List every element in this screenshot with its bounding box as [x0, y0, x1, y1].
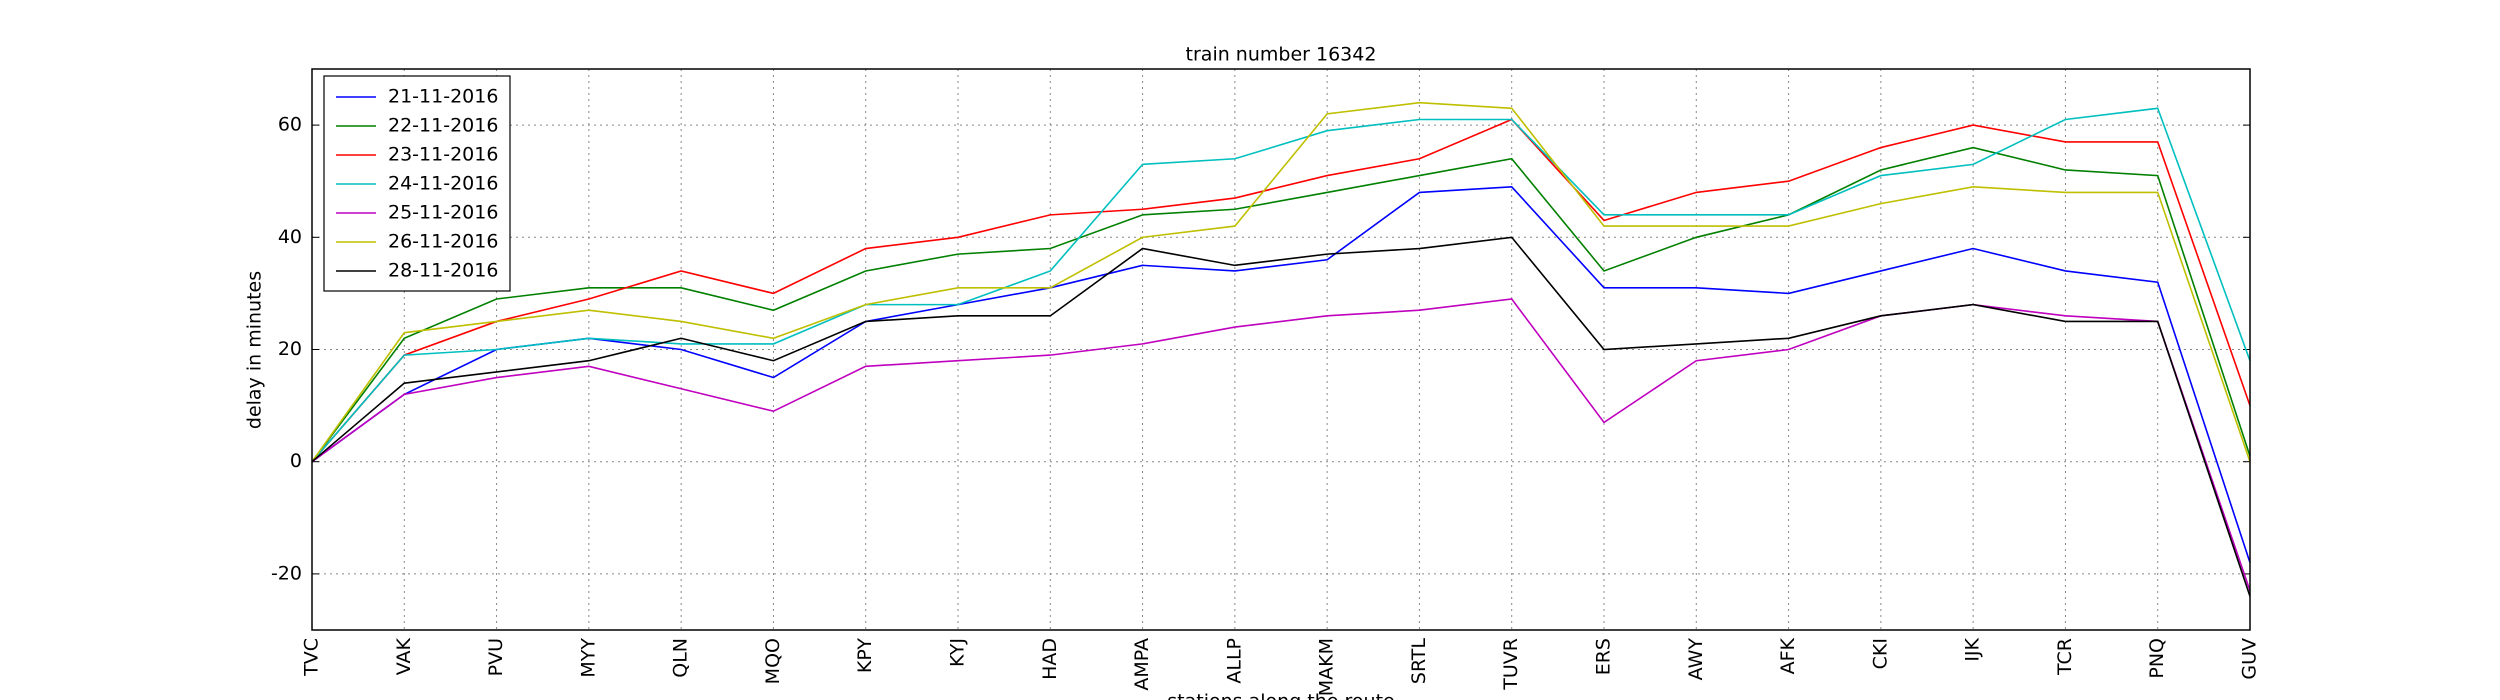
data-line [311, 118, 2251, 463]
data-line [311, 236, 2251, 597]
x-tick-label: CKI [1869, 638, 1891, 669]
x-tick-label: TCR [2054, 638, 2076, 676]
x-tick-label: AMPA [1131, 638, 1153, 691]
legend-label: 24-11-2016 [388, 173, 498, 195]
x-tick-label: AWY [1685, 638, 1707, 681]
x-tick-label: HAD [1039, 638, 1061, 680]
plot-frame [311, 68, 2251, 631]
chart-title: train number 16342 [1186, 44, 1377, 66]
data-line [311, 101, 2251, 463]
legend-label: 23-11-2016 [388, 144, 498, 166]
x-tick-label: MQO [762, 638, 784, 684]
legend-label: 21-11-2016 [388, 86, 498, 108]
y-tick-label: 60 [278, 114, 302, 136]
y-tick-label: 0 [290, 450, 302, 472]
y-axis-label: delay in minutes [244, 271, 266, 429]
x-tick-label: ALLP [1223, 638, 1245, 684]
x-tick-label: ERS [1593, 638, 1615, 675]
y-tick-label: -20 [271, 562, 302, 584]
x-tick-label: PNQ [2146, 638, 2168, 679]
x-tick-label: VAK [393, 637, 415, 675]
legend-label: 26-11-2016 [388, 231, 498, 253]
x-tick-label: KYJ [947, 638, 969, 667]
x-tick-label: KPY [854, 638, 876, 673]
x-tick-label: AFK [1777, 637, 1799, 674]
data-line [311, 185, 2251, 563]
data-line [311, 107, 2251, 463]
x-tick-label: TVC [301, 638, 323, 677]
legend-label: 25-11-2016 [388, 202, 498, 224]
x-tick-label: MYY [577, 638, 599, 678]
x-tick-label: GUV [2239, 638, 2261, 680]
y-tick-label: 20 [278, 338, 302, 360]
y-tick-label: 40 [278, 226, 302, 248]
x-axis-label: stations along the route [1167, 691, 1394, 700]
x-tick-label: TUVR [1500, 638, 1522, 691]
x-tick-label: IJK [1962, 637, 1984, 661]
data-line [311, 298, 2251, 591]
data-line [311, 146, 2251, 463]
x-tick-label: SRTL [1408, 638, 1430, 684]
x-tick-label: QLN [670, 638, 692, 678]
x-tick-label: PVU [485, 638, 507, 676]
legend-label: 28-11-2016 [388, 260, 498, 282]
legend-label: 22-11-2016 [388, 115, 498, 137]
x-tick-label: MAKM [1316, 638, 1338, 696]
